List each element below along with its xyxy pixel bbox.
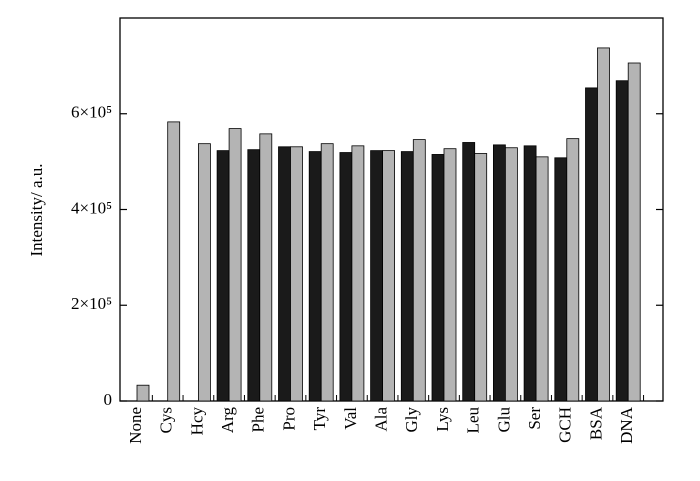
bar [462, 142, 476, 402]
x-tick-label: Val [341, 407, 360, 430]
x-tick-label: Phe [249, 407, 268, 433]
x-tick-label: Hcy [187, 407, 206, 436]
bar [474, 153, 488, 402]
bar [308, 151, 322, 402]
x-tick-label: None [126, 407, 145, 444]
x-tick-label: Cys [157, 407, 176, 433]
bar [492, 144, 506, 402]
x-tick-label: BSA [586, 406, 605, 440]
x-tick-label: Ala [372, 407, 391, 432]
y-tick-label: 2×10⁵ [71, 294, 112, 313]
x-tick-label: Arg [218, 407, 237, 434]
bar [197, 143, 211, 402]
bar [627, 62, 641, 402]
bar [443, 148, 457, 402]
bar [290, 146, 303, 402]
x-tick-label: DNA [617, 406, 636, 444]
bar [412, 139, 426, 402]
bar [523, 145, 537, 402]
bar [554, 157, 568, 402]
y-axis-label: Intensity/ a.u. [27, 163, 46, 256]
x-tick-label: GCH [556, 407, 575, 443]
bar [597, 47, 610, 402]
y-tick-label: 4×10⁵ [71, 198, 112, 217]
bar [431, 154, 445, 402]
bar [228, 128, 242, 402]
bar [400, 151, 414, 402]
bar [615, 80, 629, 402]
bar [382, 150, 396, 402]
bar [136, 384, 150, 402]
bar [339, 152, 353, 402]
bar [247, 149, 261, 402]
bar [278, 146, 291, 402]
x-tick-label: Tyr [310, 407, 329, 431]
x-tick-label: Ser [525, 407, 544, 430]
y-tick-label: 6×10⁵ [71, 103, 112, 122]
x-tick-label: Leu [464, 407, 483, 434]
bar [566, 138, 580, 402]
x-tick-label: Glu [494, 407, 513, 433]
bar [351, 145, 365, 402]
bar [167, 121, 181, 402]
bar [370, 150, 384, 402]
bar [320, 143, 334, 402]
bar [259, 133, 273, 402]
bar [216, 150, 230, 402]
x-tick-label: Pro [279, 407, 298, 431]
bar [585, 87, 598, 402]
x-tick-label: Lys [433, 407, 452, 432]
x-tick-label: Gly [402, 407, 421, 433]
y-tick-label: 0 [104, 390, 113, 409]
bar [504, 147, 518, 402]
bar [535, 156, 549, 402]
